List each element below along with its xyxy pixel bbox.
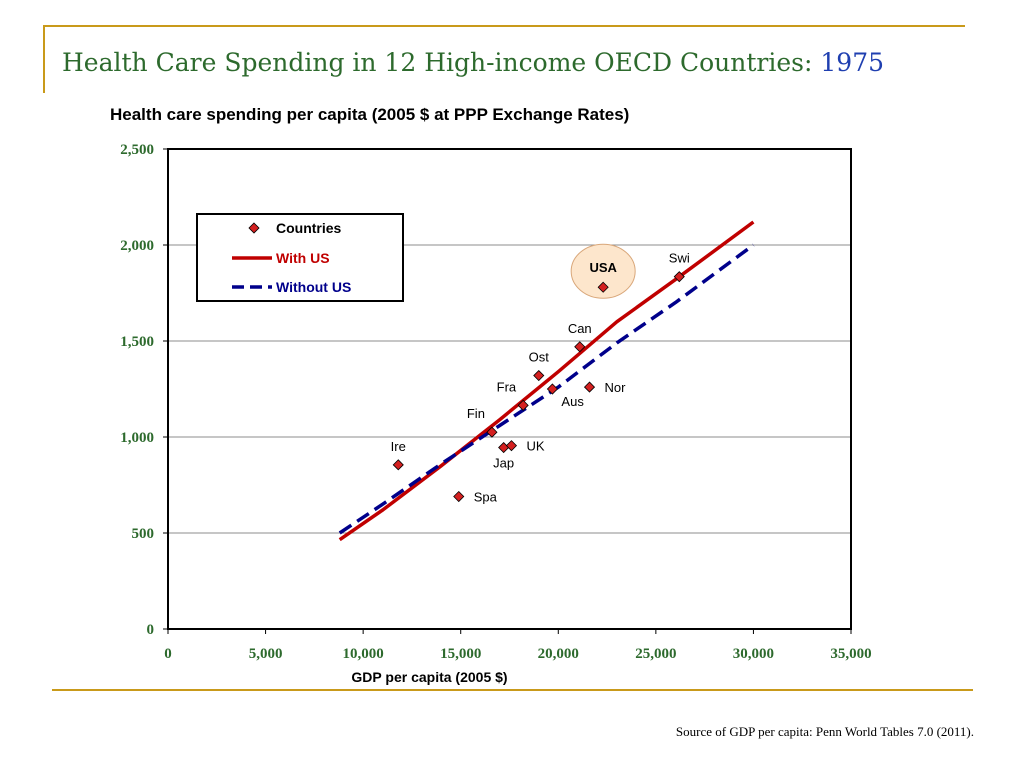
data-point-10: [597, 281, 609, 293]
y-tick-label-3: 1,500: [120, 334, 154, 350]
source-note: Source of GDP per capita: Penn World Tab…: [675, 724, 974, 739]
chart-legend: Countries With US Without US: [196, 213, 404, 302]
slide-title-year: 1975: [820, 48, 885, 77]
y-tick-label-2: 1,000: [120, 430, 154, 446]
frame-bottom-rule: [52, 689, 973, 691]
data-point-label-8: Can: [568, 321, 592, 336]
data-point-label-0: Ire: [391, 439, 406, 454]
plot-area-frame: [167, 148, 852, 630]
y-tick-label-4: 2,000: [120, 238, 154, 254]
legend-box: [196, 213, 404, 302]
y-tick-label-5: 2,500: [120, 142, 154, 158]
data-point-11: [673, 271, 685, 283]
frame-top-rule: [43, 25, 965, 27]
x-tick-label-5: 25,000: [635, 646, 676, 662]
x-axis-label: GDP per capita (2005 $): [351, 669, 507, 685]
slide-title: Health Care Spending in 12 High-income O…: [62, 48, 884, 77]
x-tick-label-6: 30,000: [733, 646, 774, 662]
data-point-label-3: Jap: [493, 456, 514, 471]
data-point-label-4: UK: [526, 439, 544, 454]
x-tick-label-2: 10,000: [343, 646, 384, 662]
data-point-label-5: Fra: [497, 379, 517, 394]
legend-label-2: Without US: [276, 279, 351, 295]
usa-highlight-ellipse: [570, 243, 636, 299]
y-tick-label-0: 0: [147, 622, 155, 638]
data-point-1: [453, 490, 465, 503]
data-point-9: [583, 381, 596, 393]
x-tick-label-7: 35,000: [830, 646, 871, 662]
frame-left-rule: [43, 25, 45, 93]
data-point-label-7: Ost: [529, 350, 550, 365]
x-tick-label-4: 20,000: [538, 646, 579, 662]
chart-title: Health care spending per capita (2005 $ …: [110, 105, 630, 124]
data-point-6: [546, 383, 558, 395]
data-point-4: [505, 440, 518, 452]
x-tick-label-0: 0: [164, 646, 172, 662]
legend-label-1: With US: [276, 250, 330, 266]
data-point-label-9: Nor: [605, 380, 627, 395]
series-line-1: [338, 243, 755, 535]
data-point-label-6: Aus: [561, 394, 584, 409]
legend-marker-countries: [248, 222, 260, 234]
data-point-0: [392, 459, 404, 471]
legend-label-0: Countries: [276, 220, 342, 236]
y-tick-label-1: 500: [132, 526, 155, 542]
data-point-8: [574, 341, 586, 353]
data-point-label-11: Swi: [669, 251, 690, 266]
series-line-0: [338, 220, 755, 542]
x-tick-label-3: 15,000: [440, 646, 481, 662]
data-point-5: [517, 399, 529, 411]
data-point-label-2: Fin: [467, 406, 485, 421]
data-point-3: [498, 441, 510, 454]
data-point-2: [486, 426, 498, 438]
data-point-label-10: USA: [589, 260, 617, 275]
data-point-label-1: Spa: [474, 490, 498, 505]
slide-title-main: Health Care Spending in 12 High-income O…: [62, 48, 813, 77]
x-tick-label-1: 5,000: [249, 646, 283, 662]
data-point-7: [533, 369, 545, 382]
